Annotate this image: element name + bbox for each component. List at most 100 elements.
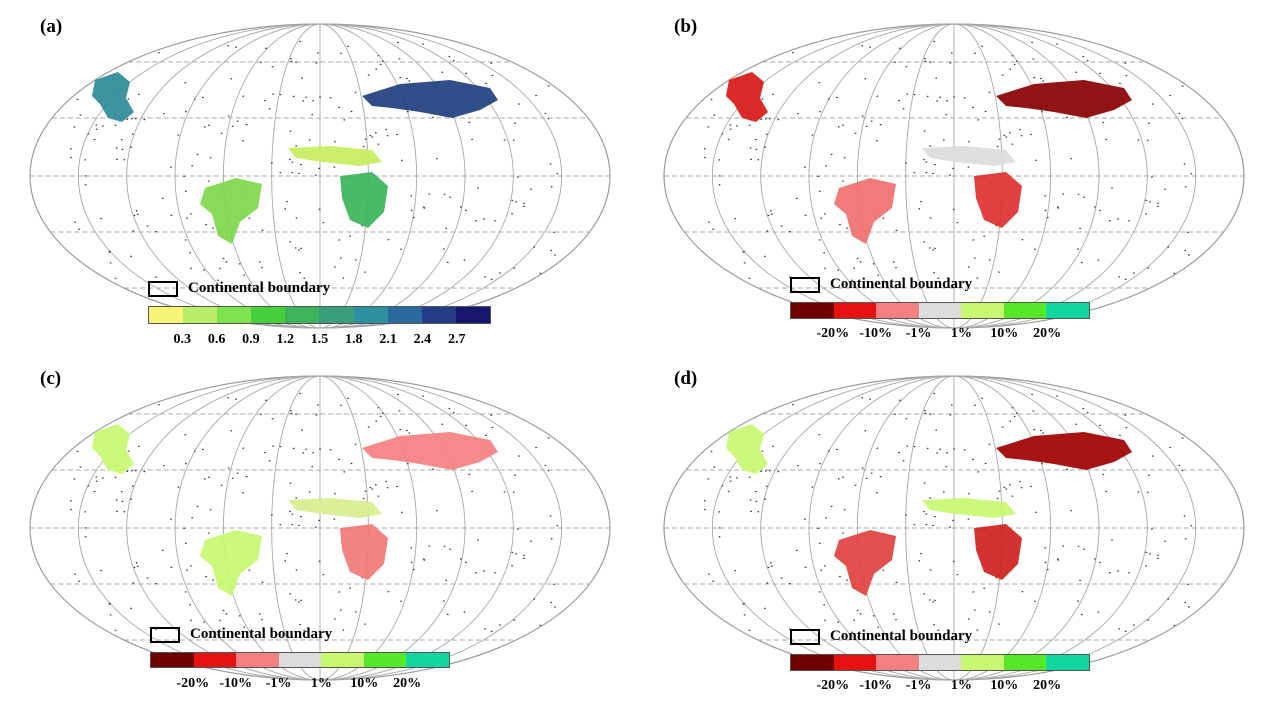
coast-mark [1034,248,1036,250]
coast-mark [184,434,187,436]
coast-mark [1157,554,1159,556]
coast-mark [334,266,336,268]
coast-mark [898,99,900,102]
coast-mark [436,510,438,512]
coast-mark [208,532,210,534]
coast-mark [338,239,341,241]
coast-mark [766,582,769,584]
coast-mark [1146,139,1149,141]
coast-mark [131,470,133,472]
coast-mark [765,470,767,472]
coast-mark [1097,611,1100,613]
coast-mark [522,557,525,560]
coast-mark [549,515,552,517]
coast-mark [556,525,558,527]
data-region [834,530,896,596]
colorbar-swatch [149,307,184,323]
coast-mark [115,147,118,149]
coast-mark [468,473,471,476]
coast-mark [184,591,187,593]
coast-mark [155,583,157,585]
coast-mark [1019,128,1021,131]
coast-mark [1075,423,1078,425]
coast-mark [827,98,830,100]
coast-mark [1149,201,1151,203]
coast-mark [1105,138,1107,141]
colorbar-swatch [251,307,286,323]
coast-mark [956,222,959,224]
coast-mark [765,485,768,487]
coast-mark [824,565,826,567]
coast-mark [170,518,172,520]
coast-mark [446,261,449,264]
coast-mark [443,248,445,250]
coast-mark [271,418,274,420]
coast-mark [212,227,214,229]
coast-mark [748,476,751,478]
coast-mark [913,93,916,96]
coast-mark [748,629,751,631]
coast-mark [517,528,519,530]
boundary-label: Continental boundary [830,276,973,292]
coast-mark [976,629,979,631]
coast-mark [339,609,342,611]
coast-mark [338,458,341,461]
coast-mark [760,118,762,120]
coast-mark [291,523,294,526]
coast-mark [708,573,710,575]
coast-mark [972,239,975,241]
coast-mark [967,518,970,520]
coast-mark [1009,132,1011,134]
coast-mark [842,180,844,182]
coast-mark [734,569,736,572]
coast-mark [1011,55,1014,57]
coast-mark [264,99,266,102]
colorbar-tick-label: 0.9 [242,332,260,347]
coast-mark [1041,111,1043,113]
coast-mark [397,393,399,396]
coast-mark [951,52,953,54]
coast-mark [191,165,193,167]
coast-mark [967,166,970,168]
coast-mark [932,249,934,251]
coast-mark [913,445,916,448]
coast-mark [84,527,87,529]
coast-mark [115,499,118,501]
panel-b: (b) Continental boundary -20% -10% -1% 1% 10… [634,0,1268,352]
coast-mark [158,404,160,406]
coast-mark [449,196,452,198]
coast-mark [95,124,98,126]
coast-mark [184,542,187,544]
coast-mark [1145,213,1147,215]
coast-mark [882,217,885,219]
coast-mark [445,227,447,229]
coast-mark [976,277,979,279]
coast-mark [1186,231,1189,233]
coast-mark [338,106,341,109]
coast-mark [925,161,928,163]
coast-mark [898,451,900,454]
coast-mark [84,511,87,513]
coast-mark [289,593,292,595]
coast-mark [155,231,157,233]
coast-mark [869,46,871,48]
coast-mark [513,267,516,269]
coast-mark [130,498,132,500]
coast-mark [995,225,997,227]
coast-mark [183,175,185,177]
coast-mark [935,77,937,79]
colorbar-swatch [918,303,962,318]
coast-mark [996,145,999,148]
coast-mark [1133,624,1135,626]
coast-mark [1013,63,1016,66]
coast-mark [988,443,991,445]
coast-mark [491,426,494,429]
boundary-swatch [148,280,178,297]
coast-mark [1021,239,1024,241]
coast-mark [818,434,821,436]
coast-mark [399,76,402,79]
coast-mark [974,52,976,54]
coast-mark [1169,94,1171,97]
coast-mark [718,175,721,177]
coast-mark [401,511,403,513]
